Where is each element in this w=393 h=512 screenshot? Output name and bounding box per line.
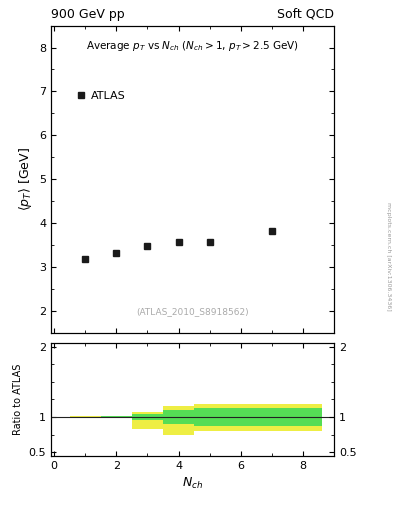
Text: mcplots.cern.ch [arXiv:1306.3436]: mcplots.cern.ch [arXiv:1306.3436] — [386, 202, 391, 310]
Text: (ATLAS_2010_S8918562): (ATLAS_2010_S8918562) — [136, 307, 249, 316]
Text: 900 GeV pp: 900 GeV pp — [51, 8, 125, 21]
Legend: ATLAS: ATLAS — [71, 87, 130, 105]
Text: Soft QCD: Soft QCD — [277, 8, 334, 21]
X-axis label: $N_{ch}$: $N_{ch}$ — [182, 476, 203, 491]
Text: Average $p_T$ vs $N_{ch}$ ($N_{ch} > 1$, $p_T > 2.5$ GeV): Average $p_T$ vs $N_{ch}$ ($N_{ch} > 1$,… — [86, 39, 299, 53]
Y-axis label: Ratio to ATLAS: Ratio to ATLAS — [13, 364, 23, 435]
Line: ATLAS: ATLAS — [82, 227, 275, 263]
Y-axis label: $\langle p_T \rangle$ [GeV]: $\langle p_T \rangle$ [GeV] — [17, 147, 33, 211]
ATLAS — [83, 256, 88, 262]
ATLAS — [145, 243, 150, 249]
ATLAS — [270, 228, 274, 234]
ATLAS — [114, 250, 119, 256]
ATLAS — [176, 239, 181, 245]
ATLAS — [208, 239, 212, 245]
